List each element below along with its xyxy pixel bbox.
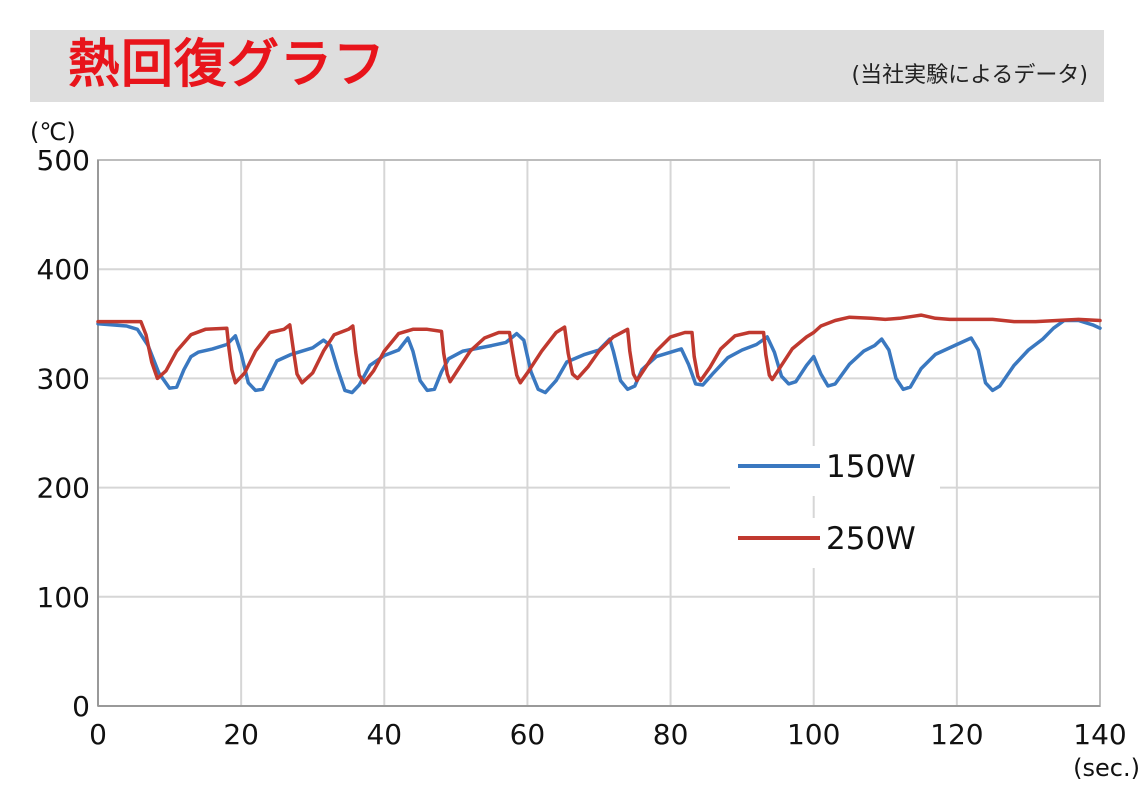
legend-item-bg [730, 518, 940, 568]
axis-layer [97, 159, 1101, 707]
x-tick-label: 40 [366, 718, 402, 751]
x-tick-label: 20 [223, 718, 259, 751]
legend-item-bg [730, 446, 940, 496]
series-layer [96, 313, 1102, 395]
chart-title: 熱回復グラフ [68, 35, 387, 95]
x-axis-unit-label: (sec.) [1073, 754, 1140, 782]
y-tick-label: 500 [37, 144, 90, 177]
grid-layer [98, 160, 1100, 706]
title-band [30, 30, 1104, 102]
series-line-250w [96, 313, 1102, 385]
x-tick-label: 100 [787, 718, 840, 751]
tick-labels: 0 20 40 60 80 100 120 140 500 400 300 200 100 0 [37, 144, 1127, 751]
legend-label-250w: 250W [826, 521, 916, 557]
x-tick-label: 140 [1073, 718, 1126, 751]
y-tick-label: 200 [37, 472, 90, 505]
x-tick-label: 120 [930, 718, 983, 751]
x-tick-label: 0 [89, 718, 107, 751]
x-tick-label: 60 [510, 718, 546, 751]
chart-subtitle: (当社実験によるデータ) [851, 63, 1088, 88]
y-tick-label: 400 [37, 253, 90, 286]
y-axis-unit-label: (℃) [30, 118, 76, 146]
y-tick-label: 0 [72, 690, 90, 723]
y-tick-label: 300 [37, 362, 90, 395]
x-tick-label: 80 [653, 718, 689, 751]
y-tick-label: 100 [37, 581, 90, 614]
legend: 150W 250W [730, 446, 940, 568]
legend-label-150w: 150W [826, 449, 916, 485]
plot-area [98, 160, 1100, 706]
